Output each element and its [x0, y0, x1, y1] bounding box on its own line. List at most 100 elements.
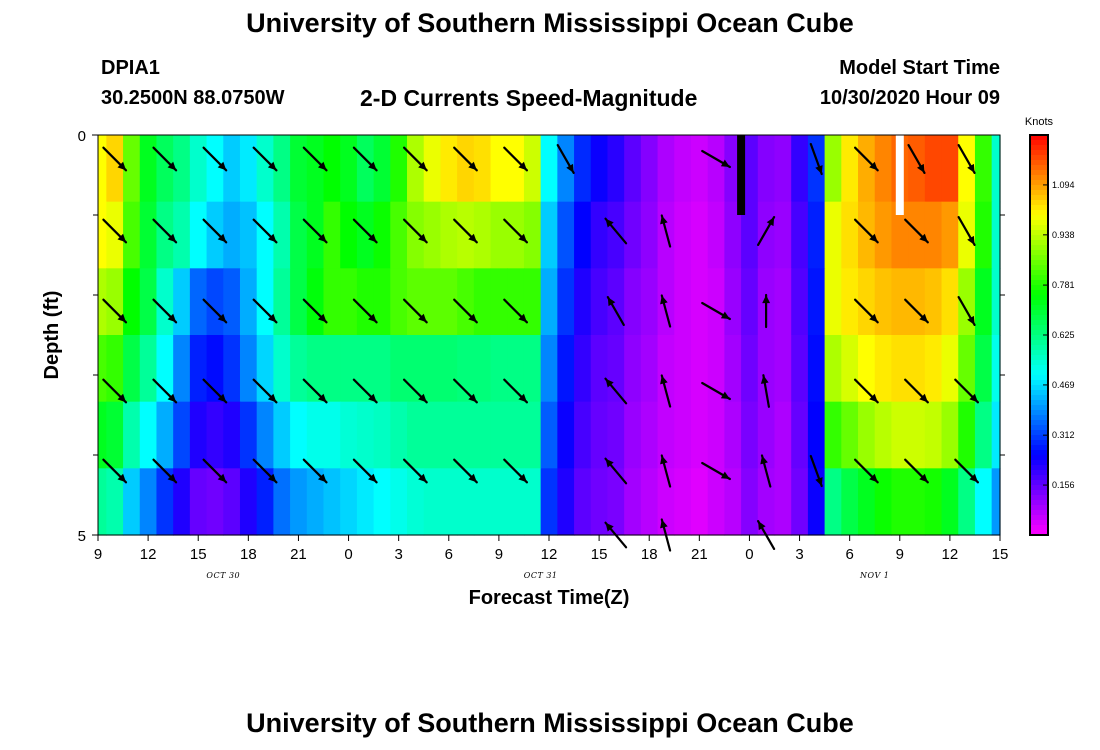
heatmap-cell: [407, 201, 425, 269]
heatmap-cell: [974, 201, 993, 269]
colorbar-swatch: [1030, 355, 1048, 361]
axes: 9 12 15 18 21 0 3 6 9 12 15 18 21 0 3 6 9 12 15 OCT 30 OCT 3…: [78, 128, 1009, 580]
heatmap-cell: [273, 335, 291, 403]
colorbar-swatch: [1030, 415, 1048, 421]
colorbar-swatch: [1030, 285, 1048, 291]
current-vector: [352, 378, 378, 404]
heatmap-cell: [156, 135, 174, 203]
heatmap-cell: [824, 335, 842, 403]
heatmap-cell: [473, 335, 492, 403]
heatmap-cell: [290, 268, 308, 336]
current-vector: [102, 298, 128, 324]
heatmap-cell: [239, 335, 258, 403]
current-vector: [302, 218, 328, 244]
heatmap-cell: [273, 401, 291, 469]
colorbar-swatch: [1030, 515, 1048, 521]
heatmap-cell: [624, 268, 642, 336]
heatmap-cell: [941, 135, 959, 203]
heatmap-cell: [390, 401, 408, 469]
current-vector: [701, 381, 732, 401]
heatmap-cell: [473, 401, 492, 469]
x-tick-label: 15: [591, 546, 608, 563]
heatmap-cell: [507, 401, 525, 469]
heatmap-cell: [189, 268, 208, 336]
chart-title: 2-D Currents Speed-Magnitude: [360, 85, 698, 111]
colorbar-swatch: [1030, 290, 1048, 296]
heatmap-cell: [807, 401, 826, 469]
current-vector: [701, 149, 732, 169]
heatmap-cell: [757, 135, 776, 203]
heatmap-cell: [457, 268, 475, 336]
heatmap-cell: [674, 135, 692, 203]
colorbar-swatch: [1030, 350, 1048, 356]
heatmap-cell: [356, 268, 375, 336]
x-tick-label: 3: [394, 546, 402, 563]
colorbar-swatch: [1030, 335, 1048, 341]
heatmap-cell: [774, 401, 792, 469]
heatmap-cell: [891, 468, 909, 536]
heatmap-cell: [991, 335, 1001, 403]
heatmap-cell: [858, 135, 876, 203]
heatmap-cell: [507, 135, 525, 203]
heatmap-cell: [540, 201, 558, 269]
heatmap-cell: [557, 335, 575, 403]
colorbar-swatch: [1030, 300, 1048, 306]
heatmap-cell: [390, 468, 408, 536]
colorbar-swatch: [1030, 490, 1048, 496]
heatmap-cell: [390, 201, 408, 269]
colorbar-swatch: [1030, 505, 1048, 511]
colorbar: Knots 1.094 0.938 0.781 0.625 0.469 0.312 0.156: [1025, 116, 1075, 536]
current-vector: [352, 298, 378, 324]
heatmap-cell: [440, 268, 458, 336]
heatmap-cell: [791, 135, 809, 203]
colorbar-swatch: [1030, 325, 1048, 331]
heatmap-cell: [340, 268, 358, 336]
heatmap-cell: [707, 201, 725, 269]
heatmap-cell: [908, 468, 926, 536]
heatmap-cell: [991, 135, 1001, 203]
heatmap-cell: [290, 335, 308, 403]
x-tick-label: 18: [641, 546, 658, 563]
heatmap-cell: [106, 135, 124, 203]
heatmap-cell: [807, 268, 826, 336]
heatmap-cell: [974, 401, 993, 469]
current-vector: [503, 458, 529, 484]
colorbar-swatch: [1030, 425, 1048, 431]
current-vector: [403, 458, 428, 484]
current-vector: [202, 218, 228, 244]
heatmap-cell: [974, 135, 993, 203]
missing-data-markers: [737, 135, 904, 215]
colorbar-swatch: [1030, 295, 1048, 301]
heatmap-cell: [807, 468, 826, 536]
heatmap-cell: [173, 468, 191, 536]
heatmap-cell: [724, 268, 742, 336]
heatmap-cell: [273, 268, 291, 336]
current-vector: [701, 461, 732, 481]
colorbar-swatch: [1030, 360, 1048, 366]
heatmap-cell: [373, 335, 391, 403]
heatmap-cell: [323, 201, 341, 269]
heatmap-cell: [98, 201, 107, 269]
current-vector: [453, 146, 478, 172]
current-vector: [660, 454, 672, 488]
current-vector: [352, 458, 378, 484]
colorbar-tick-label: 0.781: [1052, 280, 1075, 290]
colorbar-swatch: [1030, 375, 1048, 381]
heatmap-cell: [974, 335, 993, 403]
heatmap-cell: [340, 135, 358, 203]
colorbar-swatch: [1030, 170, 1048, 176]
heatmap-cell: [490, 335, 508, 403]
heatmap-cell: [791, 268, 809, 336]
current-vector: [453, 218, 478, 244]
heatmap-cell: [98, 468, 107, 536]
colorbar-swatch: [1030, 395, 1048, 401]
y-axis-title: Depth (ft): [41, 291, 63, 380]
heatmap-cell: [457, 135, 475, 203]
heatmap-cell: [123, 335, 141, 403]
colorbar-tick-label: 0.625: [1052, 330, 1075, 340]
heatmap-cell: [690, 468, 709, 536]
colorbar-swatch: [1030, 175, 1048, 181]
colorbar-swatch: [1030, 320, 1048, 326]
heatmap-cell: [440, 201, 458, 269]
heatmap-cell: [173, 135, 191, 203]
